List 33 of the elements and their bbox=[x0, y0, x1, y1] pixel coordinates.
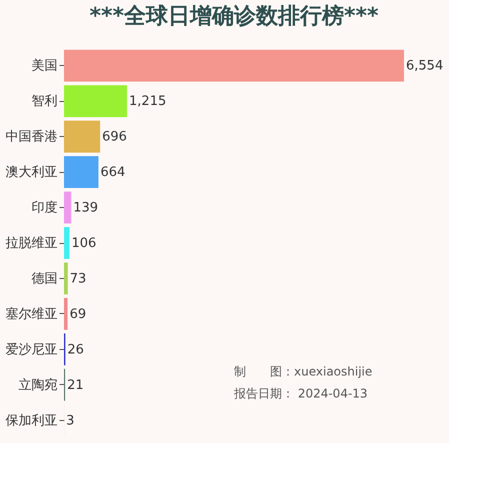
data-label: 21 bbox=[67, 378, 84, 393]
y-tick-label: 塞尔维亚 bbox=[6, 306, 58, 322]
y-tick-label: 中国香港 bbox=[6, 130, 58, 145]
bar bbox=[64, 120, 100, 153]
data-label: 26 bbox=[67, 342, 84, 358]
y-tick-label: 澳大利亚 bbox=[6, 165, 58, 180]
data-label: 6,554 bbox=[406, 58, 444, 74]
bar bbox=[64, 298, 68, 330]
bar bbox=[64, 227, 70, 259]
data-label: 696 bbox=[102, 130, 127, 145]
data-label: 1,215 bbox=[129, 94, 166, 110]
y-tick-label: 德国 bbox=[32, 271, 58, 286]
data-label: 69 bbox=[70, 306, 86, 322]
y-tick-label: 保加利亚 bbox=[6, 413, 58, 428]
bar bbox=[64, 156, 98, 188]
y-tick-label: 智利 bbox=[32, 94, 58, 110]
data-label: 664 bbox=[100, 165, 126, 180]
bar bbox=[64, 192, 72, 224]
bar bbox=[64, 50, 404, 82]
y-tick-label: 美国 bbox=[32, 58, 58, 74]
annotation: 报告日期： 2024-04-13 bbox=[233, 386, 368, 401]
bar bbox=[64, 262, 68, 294]
annotation: 制 图：xuexiaoshijie bbox=[234, 364, 372, 379]
data-label: 106 bbox=[72, 236, 96, 251]
y-tick-label: 拉脱维亚 bbox=[6, 236, 58, 251]
y-tick-label: 爱沙尼亚 bbox=[6, 342, 58, 358]
data-label: 139 bbox=[73, 200, 98, 216]
y-tick-label: 印度 bbox=[32, 200, 58, 216]
data-label: 73 bbox=[70, 271, 86, 286]
bar bbox=[64, 85, 128, 118]
y-tick-label: 立陶宛 bbox=[18, 376, 58, 393]
chart-title: ***全球日增确诊数排行榜*** bbox=[89, 4, 380, 29]
data-label: 3 bbox=[66, 413, 74, 428]
